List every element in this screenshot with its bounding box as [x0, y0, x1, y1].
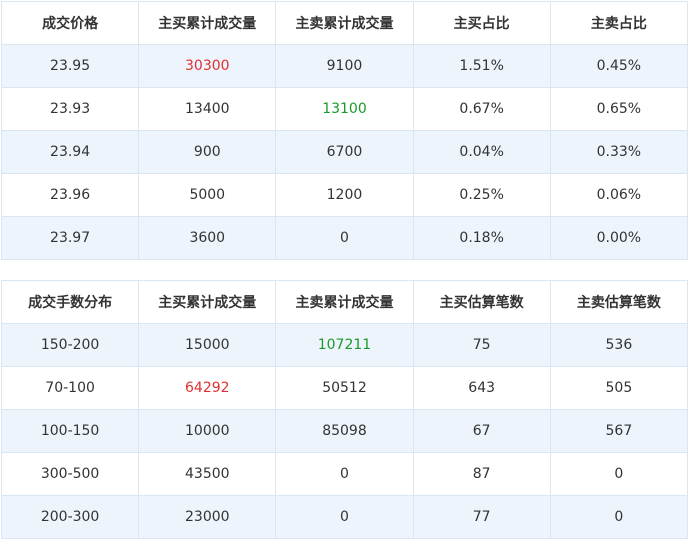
cell-buy-count: 67 — [412, 409, 551, 453]
cell-sell-volume: 85098 — [275, 409, 414, 453]
cell-buy-ratio: 0.04% — [412, 130, 551, 174]
cell-buy-volume: 10000 — [138, 409, 277, 453]
cell-buy-volume: 5000 — [138, 173, 277, 217]
cell-buy-ratio: 1.51% — [412, 44, 551, 88]
table-row: 100-150 10000 85098 67 567 — [0, 409, 689, 453]
header-sell-ratio: 主卖占比 — [549, 1, 689, 45]
cell-price: 23.95 — [0, 44, 140, 88]
cell-sell-volume: 50512 — [275, 366, 414, 410]
header-sell-volume: 主卖累计成交量 — [275, 280, 414, 324]
cell-sell-volume: 9100 — [275, 44, 414, 88]
cell-buy-volume: 30300 — [138, 44, 277, 88]
cell-sell-volume: 107211 — [275, 323, 414, 367]
cell-lot-range: 100-150 — [0, 409, 140, 453]
price-distribution-table: 成交价格 主买累计成交量 主卖累计成交量 主买占比 主卖占比 23.95 303… — [0, 1, 689, 260]
cell-buy-ratio: 0.18% — [412, 216, 551, 260]
cell-buy-volume: 23000 — [138, 495, 277, 539]
cell-sell-count: 0 — [549, 452, 689, 496]
cell-buy-volume: 900 — [138, 130, 277, 174]
cell-sell-volume: 0 — [275, 452, 414, 496]
cell-sell-count: 0 — [549, 495, 689, 539]
cell-buy-count: 75 — [412, 323, 551, 367]
header-price: 成交价格 — [0, 1, 140, 45]
cell-sell-ratio: 0.33% — [549, 130, 689, 174]
header-buy-volume: 主买累计成交量 — [138, 280, 277, 324]
cell-sell-ratio: 0.45% — [549, 44, 689, 88]
table-row: 23.95 30300 9100 1.51% 0.45% — [0, 44, 689, 88]
cell-price: 23.93 — [0, 87, 140, 131]
cell-sell-volume: 1200 — [275, 173, 414, 217]
cell-sell-ratio: 0.00% — [549, 216, 689, 260]
table-row: 23.96 5000 1200 0.25% 0.06% — [0, 173, 689, 217]
cell-buy-count: 87 — [412, 452, 551, 496]
cell-buy-volume: 43500 — [138, 452, 277, 496]
cell-price: 23.97 — [0, 216, 140, 260]
cell-sell-count: 536 — [549, 323, 689, 367]
header-buy-volume: 主买累计成交量 — [138, 1, 277, 45]
header-sell-count: 主卖估算笔数 — [549, 280, 689, 324]
table-row: 23.93 13400 13100 0.67% 0.65% — [0, 87, 689, 131]
cell-lot-range: 200-300 — [0, 495, 140, 539]
cell-lot-range: 300-500 — [0, 452, 140, 496]
cell-price: 23.94 — [0, 130, 140, 174]
cell-buy-count: 77 — [412, 495, 551, 539]
table-row: 150-200 15000 107211 75 536 — [0, 323, 689, 367]
table-header-row: 成交手数分布 主买累计成交量 主卖累计成交量 主买估算笔数 主卖估算笔数 — [0, 280, 689, 324]
cell-buy-volume: 15000 — [138, 323, 277, 367]
cell-buy-ratio: 0.25% — [412, 173, 551, 217]
table-row: 23.97 3600 0 0.18% 0.00% — [0, 216, 689, 260]
cell-lot-range: 150-200 — [0, 323, 140, 367]
cell-sell-ratio: 0.65% — [549, 87, 689, 131]
cell-lot-range: 70-100 — [0, 366, 140, 410]
lot-size-distribution-table: 成交手数分布 主买累计成交量 主卖累计成交量 主买估算笔数 主卖估算笔数 150… — [0, 280, 689, 539]
cell-sell-ratio: 0.06% — [549, 173, 689, 217]
cell-sell-volume: 0 — [275, 495, 414, 539]
cell-buy-count: 643 — [412, 366, 551, 410]
cell-buy-ratio: 0.67% — [412, 87, 551, 131]
cell-sell-count: 567 — [549, 409, 689, 453]
table-row: 70-100 64292 50512 643 505 — [0, 366, 689, 410]
cell-sell-count: 505 — [549, 366, 689, 410]
cell-sell-volume: 6700 — [275, 130, 414, 174]
cell-buy-volume: 64292 — [138, 366, 277, 410]
table-header-row: 成交价格 主买累计成交量 主卖累计成交量 主买占比 主卖占比 — [0, 1, 689, 45]
cell-price: 23.96 — [0, 173, 140, 217]
table-row: 200-300 23000 0 77 0 — [0, 495, 689, 539]
table-row: 300-500 43500 0 87 0 — [0, 452, 689, 496]
table-row: 23.94 900 6700 0.04% 0.33% — [0, 130, 689, 174]
header-buy-count: 主买估算笔数 — [412, 280, 551, 324]
cell-buy-volume: 3600 — [138, 216, 277, 260]
cell-sell-volume: 13100 — [275, 87, 414, 131]
cell-sell-volume: 0 — [275, 216, 414, 260]
header-lot-range: 成交手数分布 — [0, 280, 140, 324]
header-sell-volume: 主卖累计成交量 — [275, 1, 414, 45]
cell-buy-volume: 13400 — [138, 87, 277, 131]
header-buy-ratio: 主买占比 — [412, 1, 551, 45]
